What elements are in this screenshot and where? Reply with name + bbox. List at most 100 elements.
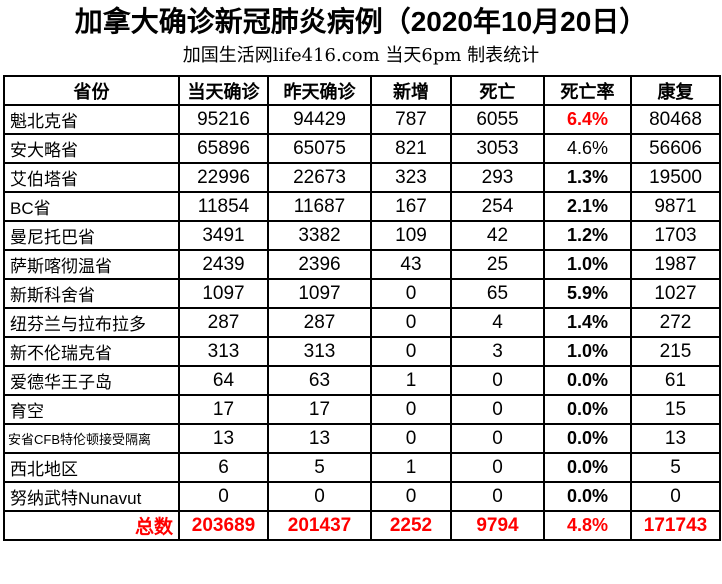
table-row: 魁北克省 95216 94429 787 6055 6.4% 80468 xyxy=(3,104,721,135)
cell-yesterday-confirmed: 287 xyxy=(267,307,372,338)
cell-yesterday-confirmed: 13 xyxy=(267,423,372,454)
cell-new-cases: 0 xyxy=(370,394,452,425)
cell-deaths: 293 xyxy=(450,162,545,193)
cell-today-confirmed: 65896 xyxy=(178,133,269,164)
cell-province: 萨斯喀彻温省 xyxy=(3,249,180,280)
cell-province: 安大略省 xyxy=(3,133,180,164)
header-death-rate: 死亡率 xyxy=(543,75,632,106)
cell-new-cases: 0 xyxy=(370,307,452,338)
cell-recovered: 0 xyxy=(630,481,721,512)
cell-deaths: 0 xyxy=(450,481,545,512)
total-today-confirmed: 203689 xyxy=(178,510,269,541)
cell-yesterday-confirmed: 63 xyxy=(267,365,372,396)
cell-death-rate: 1.2% xyxy=(543,220,632,251)
cell-death-rate: 0.0% xyxy=(543,452,632,483)
cell-today-confirmed: 11854 xyxy=(178,191,269,222)
cell-new-cases: 109 xyxy=(370,220,452,251)
total-new-cases: 2252 xyxy=(370,510,452,541)
cell-today-confirmed: 13 xyxy=(178,423,269,454)
cell-province: 育空 xyxy=(3,394,180,425)
cell-new-cases: 821 xyxy=(370,133,452,164)
cell-new-cases: 323 xyxy=(370,162,452,193)
cell-recovered: 272 xyxy=(630,307,721,338)
cell-today-confirmed: 3491 xyxy=(178,220,269,251)
cell-province: 纽芬兰与拉布拉多 xyxy=(3,307,180,338)
cell-recovered: 5 xyxy=(630,452,721,483)
cell-yesterday-confirmed: 1097 xyxy=(267,278,372,309)
cell-deaths: 6055 xyxy=(450,104,545,135)
cell-recovered: 215 xyxy=(630,336,721,367)
covid-stats-table: 省份 当天确诊 昨天确诊 新增 死亡 死亡率 康复 魁北克省 95216 94429… xyxy=(3,75,721,541)
cell-province: 魁北克省 xyxy=(3,104,180,135)
cell-yesterday-confirmed: 2396 xyxy=(267,249,372,280)
cell-province: 爱德华王子岛 xyxy=(3,365,180,396)
cell-new-cases: 0 xyxy=(370,423,452,454)
header-recovered: 康复 xyxy=(630,75,721,106)
cell-death-rate: 2.1% xyxy=(543,191,632,222)
total-yesterday-confirmed: 201437 xyxy=(267,510,372,541)
cell-yesterday-confirmed: 94429 xyxy=(267,104,372,135)
header-today-confirmed: 当天确诊 xyxy=(178,75,269,106)
cell-deaths: 4 xyxy=(450,307,545,338)
cell-province: 西北地区 xyxy=(3,452,180,483)
cell-recovered: 15 xyxy=(630,394,721,425)
cell-new-cases: 167 xyxy=(370,191,452,222)
page-subtitle: 加国生活网life416.com 当天6pm 制表统计 xyxy=(182,45,540,66)
total-deaths: 9794 xyxy=(450,510,545,541)
table-row: 努纳武特Nunavut 0 0 0 0 0.0% 0 xyxy=(3,481,721,512)
cell-recovered: 61 xyxy=(630,365,721,396)
cell-yesterday-confirmed: 22673 xyxy=(267,162,372,193)
cell-recovered: 56606 xyxy=(630,133,721,164)
table-body: 魁北克省 95216 94429 787 6055 6.4% 80468 安大略省 65896 6… xyxy=(3,104,721,541)
cell-deaths: 254 xyxy=(450,191,545,222)
table-row: 新斯科舍省 1097 1097 0 65 5.9% 1027 xyxy=(3,278,721,309)
cell-recovered: 13 xyxy=(630,423,721,454)
cell-yesterday-confirmed: 0 xyxy=(267,481,372,512)
cell-province: 艾伯塔省 xyxy=(3,162,180,193)
cell-today-confirmed: 287 xyxy=(178,307,269,338)
cell-today-confirmed: 95216 xyxy=(178,104,269,135)
cell-death-rate: 5.9% xyxy=(543,278,632,309)
header-province: 省份 xyxy=(3,75,180,106)
total-label: 总数 xyxy=(3,510,180,541)
table-row: 新不伦瑞克省 313 313 0 3 1.0% 215 xyxy=(3,336,721,367)
table-row: 曼尼托巴省 3491 3382 109 42 1.2% 1703 xyxy=(3,220,721,251)
cell-new-cases: 1 xyxy=(370,365,452,396)
cell-today-confirmed: 313 xyxy=(178,336,269,367)
cell-province: 努纳武特Nunavut xyxy=(3,481,180,512)
cell-province: 新斯科舍省 xyxy=(3,278,180,309)
cell-today-confirmed: 22996 xyxy=(178,162,269,193)
cell-today-confirmed: 17 xyxy=(178,394,269,425)
cell-deaths: 0 xyxy=(450,394,545,425)
table-row: 爱德华王子岛 64 63 1 0 0.0% 61 xyxy=(3,365,721,396)
total-row: 总数 203689 201437 2252 9794 4.8% 171743 xyxy=(3,510,721,541)
header-new-cases: 新增 xyxy=(370,75,452,106)
table-row: 西北地区 6 5 1 0 0.0% 5 xyxy=(3,452,721,483)
table-row: 萨斯喀彻温省 2439 2396 43 25 1.0% 1987 xyxy=(3,249,721,280)
cell-new-cases: 43 xyxy=(370,249,452,280)
table-row: BC省 11854 11687 167 254 2.1% 9871 xyxy=(3,191,721,222)
total-recovered: 171743 xyxy=(630,510,721,541)
cell-yesterday-confirmed: 313 xyxy=(267,336,372,367)
cell-yesterday-confirmed: 11687 xyxy=(267,191,372,222)
header-row: 省份 当天确诊 昨天确诊 新增 死亡 死亡率 康复 xyxy=(3,75,721,106)
cell-recovered: 19500 xyxy=(630,162,721,193)
cell-province: BC省 xyxy=(3,191,180,222)
cell-recovered: 1987 xyxy=(630,249,721,280)
cell-death-rate: 1.4% xyxy=(543,307,632,338)
table-row: 纽芬兰与拉布拉多 287 287 0 4 1.4% 272 xyxy=(3,307,721,338)
cell-today-confirmed: 6 xyxy=(178,452,269,483)
table-row: 育空 17 17 0 0 0.0% 15 xyxy=(3,394,721,425)
cell-new-cases: 1 xyxy=(370,452,452,483)
cell-new-cases: 787 xyxy=(370,104,452,135)
cell-death-rate: 1.3% xyxy=(543,162,632,193)
table-row: 安大略省 65896 65075 821 3053 4.6% 56606 xyxy=(3,133,721,164)
cell-yesterday-confirmed: 5 xyxy=(267,452,372,483)
cell-recovered: 1703 xyxy=(630,220,721,251)
cell-deaths: 25 xyxy=(450,249,545,280)
cell-new-cases: 0 xyxy=(370,481,452,512)
cell-death-rate: 0.0% xyxy=(543,423,632,454)
cell-yesterday-confirmed: 17 xyxy=(267,394,372,425)
cell-death-rate: 0.0% xyxy=(543,481,632,512)
